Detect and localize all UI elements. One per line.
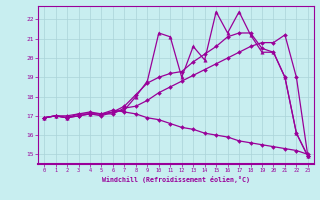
X-axis label: Windchill (Refroidissement éolien,°C): Windchill (Refroidissement éolien,°C) — [102, 176, 250, 183]
